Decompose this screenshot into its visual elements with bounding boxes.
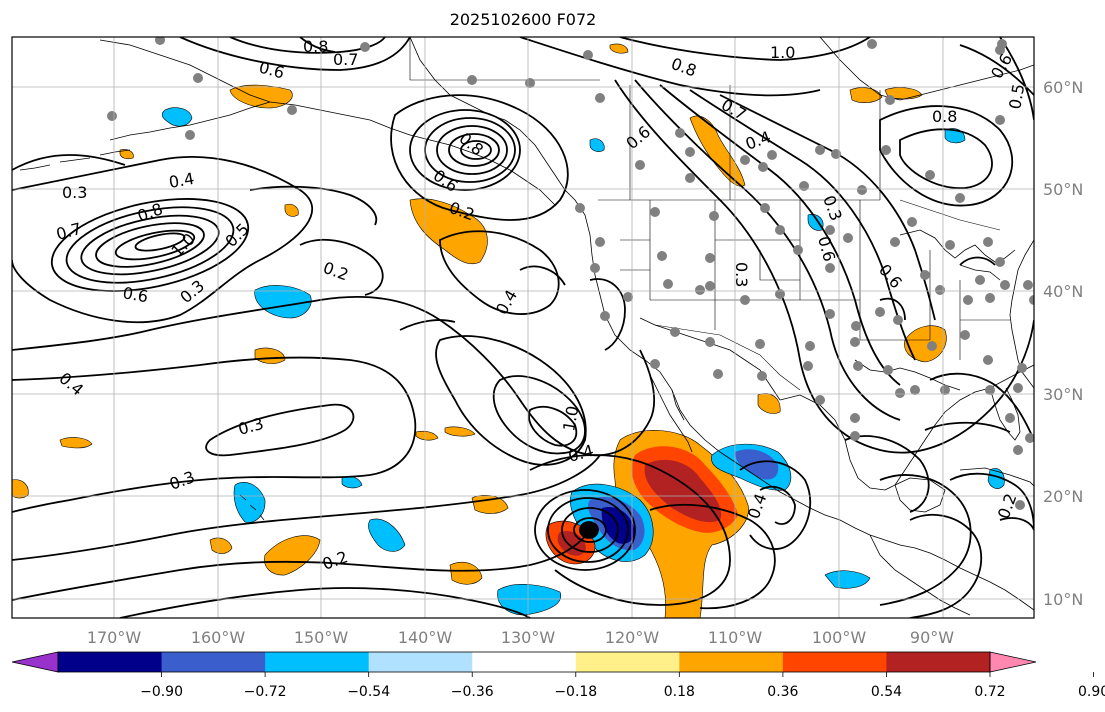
- contour-label: 0.6: [121, 283, 149, 306]
- colorbar-tick-label: 0.54: [871, 684, 902, 700]
- colorbar-segment: [472, 652, 577, 672]
- colorbar-segment: [58, 652, 163, 672]
- contour-labels: 0.8 0.7 0.6 1.0 0.8 0.7 0.6 0.5 0.8 0.3 …: [54, 37, 1028, 574]
- colorbar: −0.90 −0.72 −0.54 −0.36 −0.18 0.18 0.36 0.54 0.7…: [11, 651, 1105, 700]
- contour-label: 1.0: [559, 404, 582, 432]
- lat-label-40n: 40°N: [1043, 282, 1083, 301]
- latitude-labels: 60°N 50°N 40°N 30°N 20°N 10°N: [1043, 78, 1083, 609]
- colorbar-tick-label: 0.90: [1078, 684, 1105, 700]
- contour-label: 0.4: [167, 169, 195, 192]
- lon-label-100w: 100°W: [812, 628, 867, 647]
- contour-label: 0.7: [333, 50, 358, 69]
- map-frame: [11, 36, 1035, 619]
- map-title: 2025102600 F072: [449, 10, 597, 29]
- contour-label: 0.8: [932, 107, 957, 126]
- lon-label-170w: 170°W: [87, 628, 142, 647]
- lat-label-60n: 60°N: [1043, 78, 1083, 97]
- colorbar-tick-label: 0.18: [664, 684, 695, 700]
- longitude-labels: 170°W 160°W 150°W 140°W 130°W 120°W 110°…: [87, 628, 954, 647]
- lat-label-20n: 20°N: [1043, 487, 1083, 506]
- lat-label-50n: 50°N: [1043, 180, 1083, 199]
- colorbar-segment: [679, 652, 784, 672]
- station-dots: [107, 37, 1034, 510]
- colorbar-tick-label: 0.36: [767, 684, 798, 700]
- colorbar-tick-label: −0.90: [140, 684, 183, 700]
- contour-label: 1.0: [770, 43, 795, 62]
- contour-label: 0.3: [732, 262, 751, 287]
- lon-label-90w: 90°W: [910, 628, 954, 647]
- lon-label-140w: 140°W: [398, 628, 453, 647]
- colorbar-tick-label: −0.18: [554, 684, 597, 700]
- colorbar-border: [57, 651, 991, 673]
- colorbar-tick-label: 0.72: [974, 684, 1005, 700]
- colorbar-segment: [265, 652, 370, 672]
- colorbar-extend-min: [11, 651, 59, 673]
- lon-label-120w: 120°W: [605, 628, 660, 647]
- contour-label: 0.8: [303, 37, 328, 56]
- lon-label-130w: 130°W: [501, 628, 556, 647]
- lon-label-150w: 150°W: [294, 628, 349, 647]
- colorbar-segment: [886, 652, 991, 672]
- coastlines: [19, 37, 1034, 616]
- shade-negative-mexico-core: [735, 449, 779, 480]
- graticule: [12, 37, 1034, 618]
- colorbar-segment: [161, 652, 266, 672]
- colorbar-extend-max: [989, 651, 1037, 673]
- lat-label-10n: 10°N: [1043, 590, 1083, 609]
- colorbar-tick-label: −0.72: [244, 684, 287, 700]
- lat-label-30n: 30°N: [1043, 385, 1083, 404]
- lon-label-160w: 160°W: [191, 628, 246, 647]
- contour-label: 0.3: [62, 183, 87, 202]
- lon-label-110w: 110°W: [708, 628, 763, 647]
- colorbar-segment: [782, 652, 887, 672]
- colorbar-segment: [575, 652, 680, 672]
- colorbar-tick-label: −0.36: [451, 684, 494, 700]
- colorbar-segment: [368, 652, 473, 672]
- contour-label: 0.5: [1005, 82, 1028, 110]
- colorbar-tick-label: −0.54: [347, 684, 390, 700]
